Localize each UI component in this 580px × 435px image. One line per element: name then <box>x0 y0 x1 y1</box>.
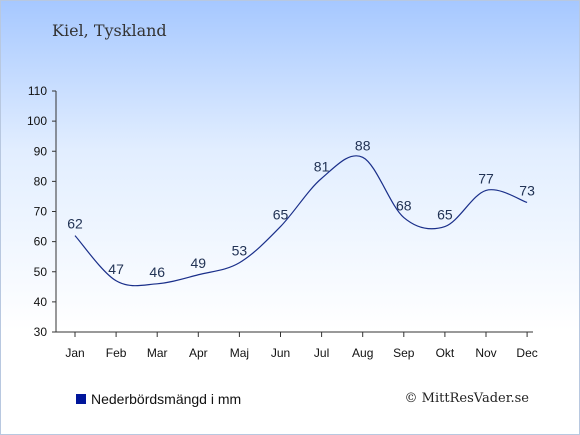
x-tick-label: Dec <box>516 346 537 360</box>
x-tick-label: Nov <box>475 346 496 360</box>
x-tick-label: Okt <box>436 346 455 360</box>
data-labels: 62 47 46 49 53 65 81 88 68 65 77 73 <box>67 137 535 280</box>
series-precipitation <box>74 155 528 287</box>
chart-title: Kiel, Tyskland <box>52 21 167 40</box>
x-tick-label: Jul <box>314 346 329 360</box>
data-label: 65 <box>273 207 289 223</box>
data-label: 47 <box>108 261 124 277</box>
data-label: 65 <box>437 207 453 223</box>
copyright-text: © MittResVader.se <box>404 391 529 406</box>
legend: Nederbördsmängd i mm <box>76 391 241 407</box>
x-tick-label: Maj <box>230 346 249 360</box>
x-tick-label: Jun <box>271 346 290 360</box>
x-tick-label: Mar <box>147 346 168 360</box>
y-tick-label: 110 <box>28 84 47 98</box>
data-label: 88 <box>355 137 371 153</box>
data-label: 62 <box>67 216 83 232</box>
y-axis-ticks: 30 40 50 60 70 80 90 100 110 <box>27 84 56 339</box>
legend-label: Nederbördsmängd i mm <box>91 391 242 407</box>
data-label: 49 <box>191 255 207 271</box>
y-tick-label: 100 <box>27 114 47 128</box>
y-tick-label: 30 <box>34 325 48 339</box>
data-label: 46 <box>149 264 165 280</box>
legend-swatch <box>76 394 86 404</box>
x-tick-label: Feb <box>106 346 127 360</box>
x-tick-label: Sep <box>393 346 415 360</box>
x-tick-label: Jan <box>65 346 84 360</box>
y-tick-label: 70 <box>34 205 48 219</box>
precipitation-line <box>74 155 528 287</box>
data-label: 77 <box>478 170 494 186</box>
data-label: 68 <box>396 198 412 214</box>
data-label: 53 <box>232 243 248 259</box>
x-axis-ticks: Jan Feb Mar Apr Maj Jun Jul Aug Sep Okt Nov Dec <box>65 332 538 360</box>
y-tick-label: 90 <box>34 144 48 158</box>
data-label: 81 <box>314 158 330 174</box>
y-tick-label: 80 <box>34 174 48 188</box>
x-tick-label: Apr <box>189 346 208 360</box>
y-tick-label: 50 <box>34 265 48 279</box>
x-tick-label: Aug <box>352 346 373 360</box>
axes <box>55 91 533 333</box>
data-label: 73 <box>519 182 535 198</box>
y-tick-label: 40 <box>34 295 48 309</box>
y-tick-label: 60 <box>34 235 48 249</box>
